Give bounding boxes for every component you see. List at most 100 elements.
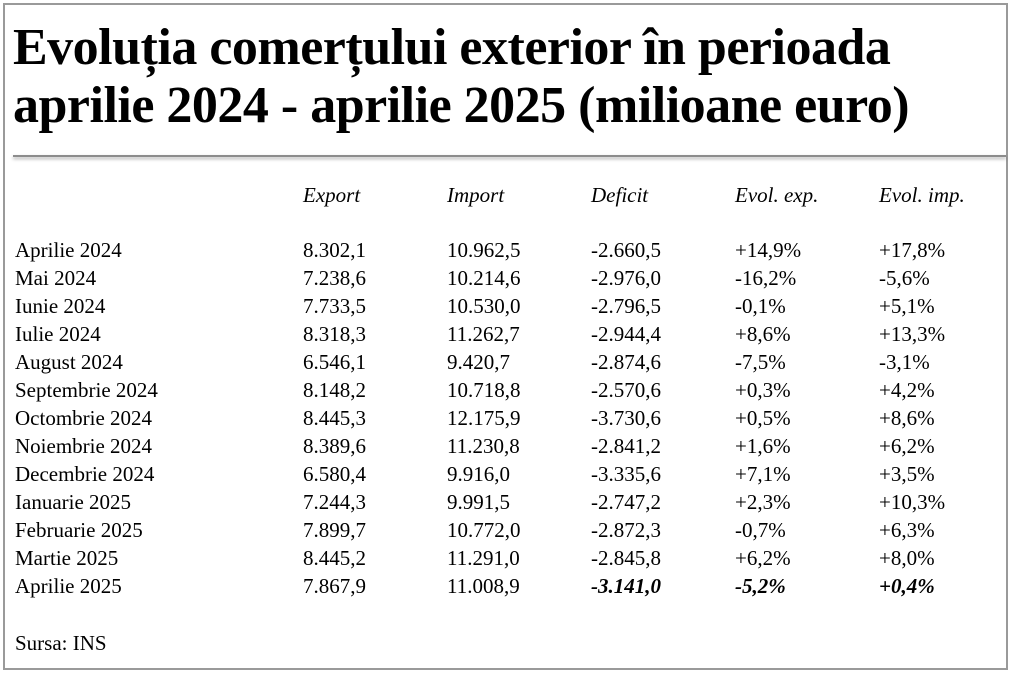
cell-deficit: -2.944,4 (591, 322, 661, 346)
table-row: Mai 2024 7.238,6 10.214,6 -2.976,0 -16,2… (15, 264, 1005, 292)
table-row: Decembrie 2024 6.580,4 9.916,0 -3.335,6 … (15, 460, 1005, 488)
cell-evol-imp: -5,6% (879, 266, 930, 290)
row-label: Iunie 2024 (15, 294, 106, 318)
table-row: Ianuarie 2025 7.244,3 9.991,5 -2.747,2 +… (15, 488, 1005, 516)
cell-deficit: -2.874,6 (591, 350, 661, 374)
cell-export: 8.445,2 (303, 546, 366, 570)
row-label: Aprilie 2024 (15, 238, 122, 262)
cell-import: 9.916,0 (447, 462, 510, 486)
header-deficit: Deficit (591, 183, 649, 207)
source-note: Sursa: INS (15, 631, 107, 655)
cell-import: 11.008,9 (447, 574, 520, 598)
table-row: Octombrie 2024 8.445,3 12.175,9 -3.730,6… (15, 404, 1005, 432)
cell-deficit: -2.796,5 (591, 294, 661, 318)
cell-evol-exp: +2,3% (735, 490, 791, 514)
cell-import: 9.991,5 (447, 490, 510, 514)
table-row: Martie 2025 8.445,2 11.291,0 -2.845,8 +6… (15, 544, 1005, 572)
cell-export: 7.867,9 (303, 574, 366, 598)
cell-evol-exp: +14,9% (735, 238, 802, 262)
table-header-row: Export Import Deficit Evol. exp. Evol. i… (15, 181, 1005, 209)
title-line-1: Evoluția comerțului exterior în perioada (13, 19, 891, 76)
cell-evol-exp: -0,1% (735, 294, 786, 318)
cell-export: 8.445,3 (303, 406, 366, 430)
cell-deficit: -2.872,3 (591, 518, 661, 542)
table-row: Aprilie 2024 8.302,1 10.962,5 -2.660,5 +… (15, 236, 1005, 264)
cell-evol-exp: +8,6% (735, 322, 791, 346)
cell-evol-exp: -16,2% (735, 266, 797, 290)
table-row: Noiembrie 2024 8.389,6 11.230,8 -2.841,2… (15, 432, 1005, 460)
row-label: Februarie 2025 (15, 518, 143, 542)
cell-import: 10.214,6 (447, 266, 521, 290)
cell-export: 7.244,3 (303, 490, 366, 514)
cell-evol-imp: +8,0% (879, 546, 935, 570)
cell-evol-imp: +4,2% (879, 378, 935, 402)
table-row: Septembrie 2024 8.148,2 10.718,8 -2.570,… (15, 376, 1005, 404)
row-label: Ianuarie 2025 (15, 490, 132, 514)
cell-import: 9.420,7 (447, 350, 510, 374)
cell-import: 10.530,0 (447, 294, 521, 318)
cell-evol-imp: +3,5% (879, 462, 935, 486)
cell-export: 8.302,1 (303, 238, 366, 262)
cell-evol-imp: +13,3% (879, 322, 946, 346)
cell-export: 6.546,1 (303, 350, 366, 374)
cell-deficit: -3.141,0 (591, 574, 661, 598)
cell-deficit: -2.570,6 (591, 378, 661, 402)
header-import: Import (447, 183, 505, 207)
cell-import: 10.718,8 (447, 378, 521, 402)
title-divider (13, 155, 1006, 157)
cell-evol-exp: +0,5% (735, 406, 791, 430)
cell-evol-imp: +6,2% (879, 434, 935, 458)
cell-evol-exp: +0,3% (735, 378, 791, 402)
cell-import: 10.962,5 (447, 238, 521, 262)
cell-evol-exp: -7,5% (735, 350, 786, 374)
cell-export: 6.580,4 (303, 462, 366, 486)
cell-deficit: -3.730,6 (591, 406, 661, 430)
cell-evol-imp: +6,3% (879, 518, 935, 542)
cell-evol-imp: +8,6% (879, 406, 935, 430)
table-row: Aprilie 2025 7.867,9 11.008,9 -3.141,0 -… (15, 572, 1005, 600)
cell-deficit: -2.845,8 (591, 546, 661, 570)
cell-import: 11.262,7 (447, 322, 520, 346)
cell-evol-imp: +17,8% (879, 238, 946, 262)
cell-evol-exp: +1,6% (735, 434, 791, 458)
table-row: Iunie 2024 7.733,5 10.530,0 -2.796,5 -0,… (15, 292, 1005, 320)
cell-evol-imp: +10,3% (879, 490, 946, 514)
row-label: Octombrie 2024 (15, 406, 153, 430)
row-label: Mai 2024 (15, 266, 97, 290)
header-evol-exp: Evol. exp. (735, 183, 819, 207)
header-export: Export (303, 183, 361, 207)
cell-evol-exp: +6,2% (735, 546, 791, 570)
cell-export: 7.899,7 (303, 518, 366, 542)
row-label: Noiembrie 2024 (15, 434, 153, 458)
cell-export: 7.238,6 (303, 266, 366, 290)
table-row: Iulie 2024 8.318,3 11.262,7 -2.944,4 +8,… (15, 320, 1005, 348)
cell-evol-imp: +0,4% (879, 574, 935, 598)
title-line-2: aprilie 2024 - aprilie 2025 (milioane eu… (13, 77, 910, 134)
header-evol-imp: Evol. imp. (879, 183, 965, 207)
cell-deficit: -2.841,2 (591, 434, 661, 458)
cell-deficit: -2.747,2 (591, 490, 661, 514)
cell-evol-exp: +7,1% (735, 462, 791, 486)
cell-export: 8.148,2 (303, 378, 366, 402)
row-label: August 2024 (15, 350, 123, 374)
page-title: Evoluția comerțului exterior în perioada… (13, 19, 910, 135)
cell-deficit: -2.660,5 (591, 238, 661, 262)
cell-evol-exp: -5,2% (735, 574, 786, 598)
row-label: Martie 2025 (15, 546, 119, 570)
row-label: Iulie 2024 (15, 322, 101, 346)
cell-import: 11.291,0 (447, 546, 520, 570)
cell-evol-imp: +5,1% (879, 294, 935, 318)
table-row: August 2024 6.546,1 9.420,7 -2.874,6 -7,… (15, 348, 1005, 376)
row-label: Septembrie 2024 (15, 378, 158, 402)
cell-import: 12.175,9 (447, 406, 521, 430)
cell-deficit: -3.335,6 (591, 462, 661, 486)
table-row: Februarie 2025 7.899,7 10.772,0 -2.872,3… (15, 516, 1005, 544)
cell-evol-imp: -3,1% (879, 350, 930, 374)
cell-export: 8.318,3 (303, 322, 366, 346)
cell-evol-exp: -0,7% (735, 518, 786, 542)
document-frame: Evoluția comerțului exterior în perioada… (3, 3, 1008, 670)
row-label: Decembrie 2024 (15, 462, 155, 486)
cell-import: 10.772,0 (447, 518, 521, 542)
cell-export: 8.389,6 (303, 434, 366, 458)
cell-export: 7.733,5 (303, 294, 366, 318)
